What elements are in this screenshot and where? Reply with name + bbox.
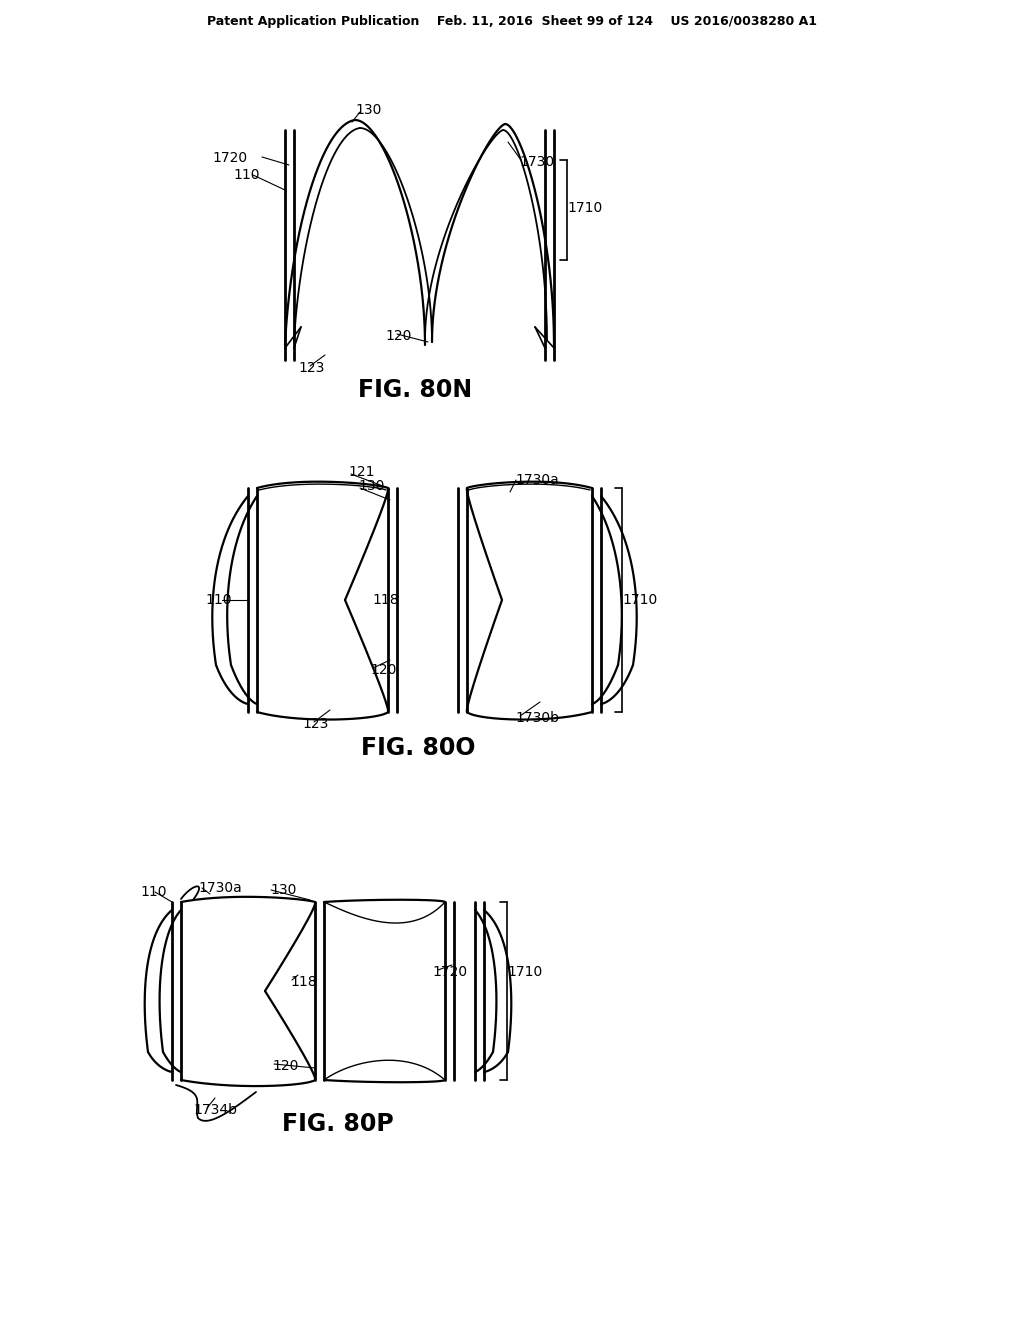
Text: FIG. 80O: FIG. 80O xyxy=(360,737,475,760)
Text: 120: 120 xyxy=(272,1059,298,1073)
Text: Patent Application Publication    Feb. 11, 2016  Sheet 99 of 124    US 2016/0038: Patent Application Publication Feb. 11, … xyxy=(207,16,817,29)
Text: 130: 130 xyxy=(270,883,296,898)
Text: 1730a: 1730a xyxy=(515,473,559,487)
Text: 1720: 1720 xyxy=(432,965,467,979)
Text: 1710: 1710 xyxy=(567,201,602,215)
Text: 1730a: 1730a xyxy=(198,880,242,895)
Text: 121: 121 xyxy=(348,465,375,479)
Text: 120: 120 xyxy=(385,329,412,343)
Text: FIG. 80P: FIG. 80P xyxy=(283,1111,394,1137)
Text: 1710: 1710 xyxy=(507,965,543,979)
Text: 130: 130 xyxy=(355,103,381,117)
Text: 123: 123 xyxy=(302,717,329,731)
Text: 1720: 1720 xyxy=(213,150,248,165)
Text: 1730b: 1730b xyxy=(515,711,559,725)
Text: 110: 110 xyxy=(233,168,259,182)
Text: 110: 110 xyxy=(205,593,231,607)
Text: 130: 130 xyxy=(358,479,384,492)
Text: 110: 110 xyxy=(140,884,167,899)
Text: 118: 118 xyxy=(372,593,398,607)
Text: FIG. 80N: FIG. 80N xyxy=(358,378,472,403)
Text: 123: 123 xyxy=(298,360,325,375)
Text: 1710: 1710 xyxy=(622,593,657,607)
Text: 120: 120 xyxy=(370,663,396,677)
Text: 118: 118 xyxy=(290,975,316,989)
Text: 1734b: 1734b xyxy=(193,1104,237,1117)
Text: 1730: 1730 xyxy=(519,154,554,169)
